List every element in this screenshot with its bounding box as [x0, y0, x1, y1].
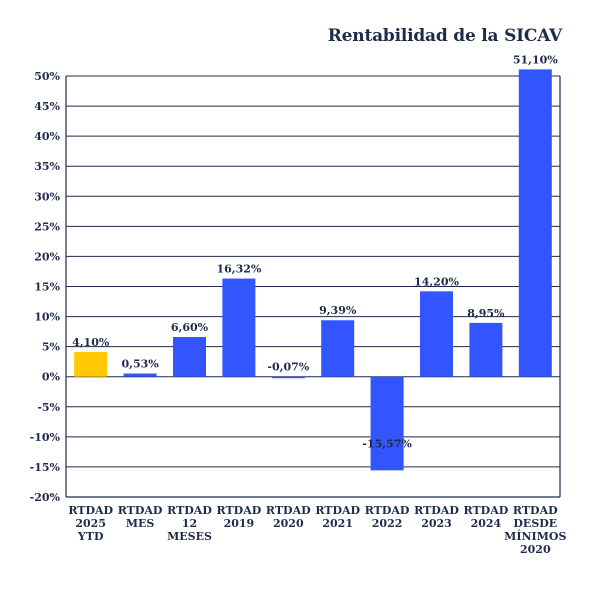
y-tick-label: 30%: [34, 190, 60, 203]
x-tick-label: RTDAD 2023: [414, 504, 459, 530]
x-tick-label: RTDAD 2019: [217, 504, 262, 530]
axes: [65, 76, 561, 498]
y-tick-label: -5%: [37, 401, 60, 414]
bar: [74, 352, 108, 377]
grid-lines: [66, 75, 560, 498]
bar: [321, 320, 355, 377]
bars: [74, 69, 552, 471]
bar: [123, 373, 157, 377]
y-tick-label: -15%: [30, 461, 61, 474]
labels: 50% 45% 40% 35% 30% 25% 20% 15% 10% 5% 0% -5% -10% -1…: [30, 53, 567, 556]
bar: [173, 337, 206, 377]
bar: [370, 376, 404, 471]
y-tick-label: -10%: [30, 431, 61, 444]
x-tick-label: RTDAD DESDE MÍNIMOS 2020: [504, 504, 566, 556]
x-tick-label: RTDAD 2024: [464, 504, 509, 530]
data-label: 4,10%: [72, 336, 110, 349]
x-tick-label: RTDAD 2022: [365, 504, 410, 530]
x-tick-label: RTDAD 2021: [315, 504, 360, 530]
data-label: 9,39%: [319, 304, 357, 317]
data-label: 6,60%: [171, 321, 209, 334]
y-tick-label: 40%: [34, 130, 60, 143]
y-tick-label: 5%: [42, 341, 61, 354]
bar: [469, 322, 503, 377]
x-tick-label: RTDAD 2020: [266, 504, 311, 530]
y-tick-label: 15%: [34, 281, 60, 294]
data-label: -15,57%: [362, 438, 412, 451]
x-tick-label: RTDAD 2025 YTD: [68, 504, 113, 543]
y-tick-label: 20%: [34, 250, 60, 263]
x-tick-label: RTDAD MES: [118, 504, 163, 530]
y-tick-label: 35%: [34, 160, 60, 173]
bar: [518, 69, 552, 377]
y-tick-label: -20%: [30, 491, 61, 504]
data-label: 14,20%: [414, 275, 459, 288]
data-label: 0,53%: [121, 358, 159, 371]
y-tick-label: 25%: [34, 220, 60, 233]
bar: [420, 291, 453, 377]
y-tick-label: 0%: [42, 371, 61, 384]
y-tick-label: 45%: [34, 100, 60, 113]
y-tick-label: 10%: [34, 311, 60, 324]
bar: [271, 376, 305, 379]
y-tick-label: 50%: [34, 70, 60, 83]
data-label: 51,10%: [513, 53, 558, 66]
bar: [222, 278, 256, 377]
data-label: 16,32%: [216, 263, 261, 276]
data-label: 8,95%: [467, 307, 505, 320]
x-tick-label: RTDAD 12 MESES: [167, 504, 212, 543]
chart-title: Rentabilidad de la SICAV: [327, 26, 562, 46]
data-label: -0,07%: [267, 361, 309, 374]
